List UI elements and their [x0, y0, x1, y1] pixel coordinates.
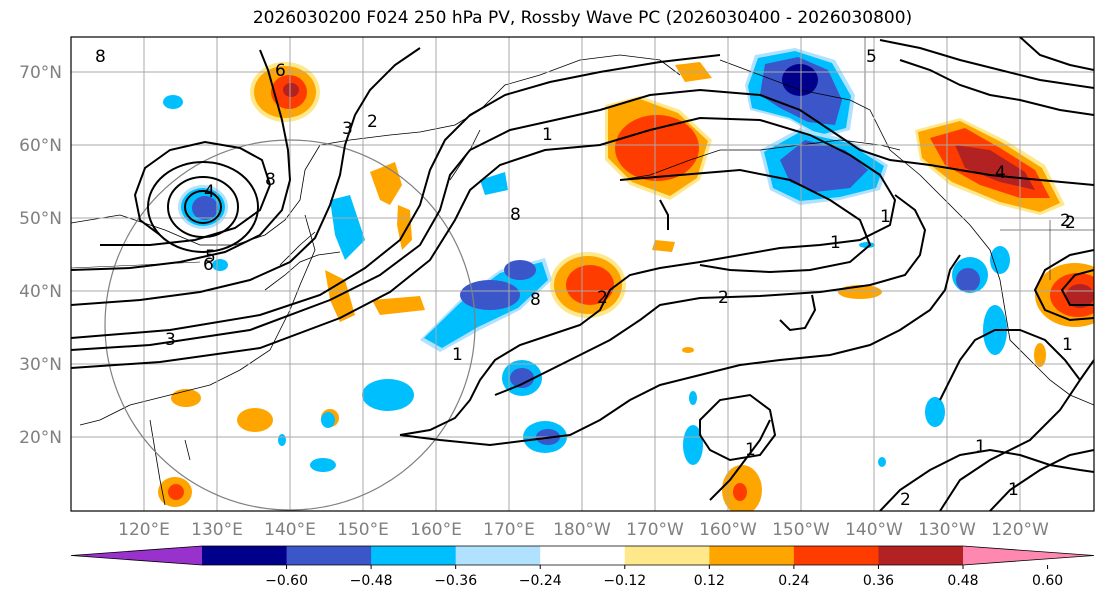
colorbar: −0.60 −0.48 −0.36 −0.24 −0.12 0.12 0.24 0.36 0.4… [70, 545, 1095, 589]
colorbar-tick-label: 0.48 [947, 573, 978, 589]
colorbar-tick-label: −0.36 [434, 573, 477, 589]
pv-contours [71, 37, 1094, 511]
contour-label: 8 [265, 170, 276, 190]
contour-label: 2 [367, 112, 378, 132]
contour-label: 1 [830, 233, 841, 253]
colorbar-tick-label: −0.24 [519, 573, 562, 589]
positive-anomaly-nw [250, 62, 320, 122]
colorbar-tick-label: 0.24 [778, 573, 809, 589]
colorbar-swatch [624, 546, 710, 565]
colorbar-tick-label: −0.60 [265, 573, 308, 589]
contour-label: 3 [165, 330, 176, 350]
lon-tick-label: 130°E [191, 520, 243, 540]
colorbar-tick-label: 0.36 [863, 573, 894, 589]
contour-label: 3 [342, 119, 353, 139]
lon-tick-label: 180°W [553, 520, 611, 540]
map-frame [70, 36, 1095, 512]
contour-label: 5 [205, 247, 216, 267]
lon-tick-label: 120°W [991, 520, 1049, 540]
colorbar-tick-label: −0.12 [603, 573, 646, 589]
coastlines [71, 54, 1094, 506]
lat-tick-label: 40°N [19, 282, 62, 302]
contour-label: 1 [1062, 335, 1073, 355]
contour-label: 1 [745, 440, 756, 460]
colorbar-tick-label: 0.12 [694, 573, 725, 589]
contour-label: 2 [900, 490, 911, 510]
lat-tick-label: 20°N [19, 428, 62, 448]
colorbar-extend-max [963, 546, 1094, 565]
contour-label: 8 [510, 205, 521, 225]
contour-label: 1 [542, 125, 553, 145]
positive-anomaly-small [158, 285, 1046, 511]
contour-label: 1 [1008, 480, 1019, 500]
lon-tick-label: 150°E [337, 520, 389, 540]
contour-label: 6 [203, 255, 214, 275]
contour-label: 4 [204, 182, 215, 202]
contour-label: 2 [718, 288, 729, 308]
lat-tick-label: 30°N [19, 355, 62, 375]
lat-tick-label: 70°N [19, 63, 62, 83]
lon-tick-label: 130°W [918, 520, 976, 540]
contour-label: 8 [95, 47, 106, 67]
lon-tick-label: 140°W [845, 520, 903, 540]
chart-title: 2026030200 F024 250 hPa PV, Rossby Wave … [252, 8, 913, 28]
contour-labels: 8 6 3 2 1 4 5 2 1 2 1 8 6 3 1 8 2 1 1 2 … [95, 47, 1076, 510]
contour-label: 4 [995, 163, 1006, 183]
negative-anomaly-small [163, 95, 1010, 472]
reference-circle [104, 139, 476, 511]
colorbar-outline [70, 545, 1095, 566]
colorbar-swatch [202, 546, 288, 565]
colorbar-tick-label: −0.48 [350, 573, 393, 589]
positive-anomaly-dateline [550, 252, 626, 318]
lon-tick-label: 140°E [264, 520, 316, 540]
colorbar-swatch [286, 546, 372, 565]
contour-label: 2 [1060, 211, 1071, 231]
colorbar-swatch [878, 546, 964, 565]
colorbar-swatch [540, 546, 626, 565]
contour-label: 1 [452, 345, 463, 365]
longitude-labels: 120°E 130°E 140°E 150°E 160°E 170°E 180°… [118, 520, 1049, 540]
contour-label: 5 [866, 47, 877, 67]
lon-tick-label: 170°W [626, 520, 684, 540]
colorbar-extend-min [71, 546, 202, 565]
gridlines [71, 37, 1094, 511]
contour-label: 8 [530, 290, 541, 310]
lon-tick-label: 150°W [772, 520, 830, 540]
lat-tick-label: 60°N [19, 136, 62, 156]
lat-tick-label: 50°N [19, 209, 62, 229]
lon-tick-label: 160°E [410, 520, 462, 540]
contour-label: 1 [880, 207, 891, 227]
contour-label: 2 [597, 288, 608, 308]
lon-tick-label: 120°E [118, 520, 170, 540]
lon-tick-label: 160°W [699, 520, 757, 540]
contour-label: 1 [975, 437, 986, 457]
latitude-labels: 20°N 30°N 40°N 50°N 60°N 70°N [19, 63, 62, 448]
contour-label: 2 [1065, 213, 1076, 233]
colorbar-swatch [709, 546, 795, 565]
contour-label: 6 [275, 61, 286, 81]
lon-tick-label: 170°E [483, 520, 535, 540]
colorbar-tick-label: 0.60 [1032, 573, 1063, 589]
negative-anomaly-kuroshio [420, 258, 552, 352]
colorbar-swatch [793, 546, 879, 565]
colorbar-swatch [371, 546, 457, 565]
colorbar-swatch [455, 546, 541, 565]
